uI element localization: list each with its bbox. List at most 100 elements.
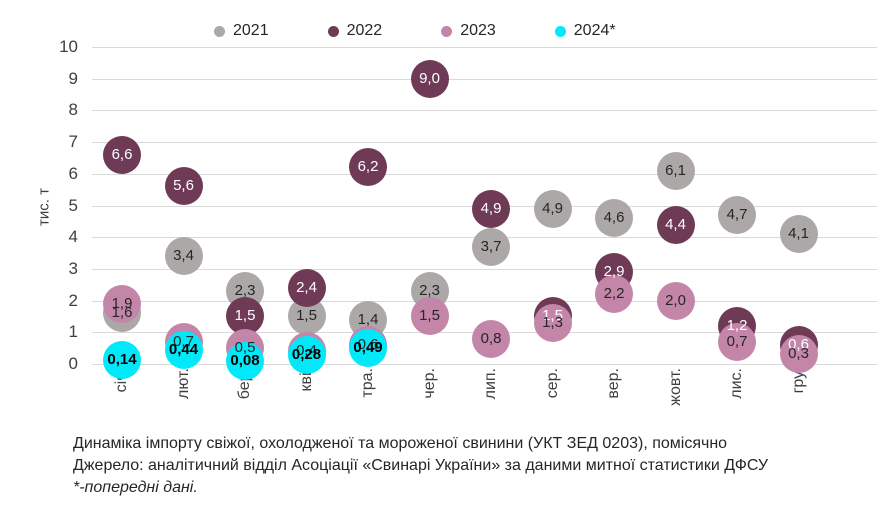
- x-tick-label: чер.: [420, 368, 438, 399]
- bubble-2022-m7: [472, 189, 510, 228]
- legend-marker-2021-icon: [214, 25, 225, 37]
- bubble-label-2021-m10: 6,1: [665, 161, 686, 179]
- x-tick-label: лис.: [728, 368, 745, 399]
- bubble-label-2023-m11: 0,7: [726, 332, 748, 350]
- x-tick-label: сер.: [543, 368, 561, 399]
- gridline: [92, 173, 877, 175]
- bubble-2024-m4: [287, 336, 326, 375]
- legend-item-2023: 2023: [441, 23, 496, 39]
- bubble-label-2023-m9: 2,2: [603, 285, 625, 303]
- bubble-2024-m1: [103, 340, 141, 379]
- bubble-label-2023-m5: 0,6: [357, 335, 379, 353]
- gridline: [92, 142, 877, 144]
- legend-label-2021: 2021: [233, 22, 269, 39]
- bubble-label-2023-m8: 1,3: [542, 313, 563, 331]
- legend-marker-2024-icon: [554, 25, 566, 37]
- bubble-label-2024-m5: 0,49: [353, 339, 383, 357]
- bubble-label-2021-m6: 2,3: [419, 282, 440, 300]
- caption-title: Динаміка імпорту свіжої, охолодженої та …: [73, 435, 728, 452]
- bubble-2023-m9: [595, 275, 633, 314]
- gridline: [92, 110, 877, 112]
- legend-marker-2022-icon: [327, 25, 339, 37]
- y-tick-label: 3: [68, 258, 78, 278]
- bubble-label-2022-m5: 6,2: [357, 158, 379, 176]
- bubble-label-2024-m3: 0,08: [230, 352, 260, 370]
- bubble-label-2023-m6: 1,5: [419, 307, 440, 325]
- bubble-label-2023-m12: 0,3: [788, 345, 809, 363]
- bubble-label-2021-m12: 4,1: [788, 225, 809, 243]
- bubble-label-2022-m1: 6,6: [111, 145, 133, 163]
- bubble-2021-m8: [533, 189, 572, 228]
- bubble-2021-m11: [718, 196, 756, 234]
- x-tick-label: вер.: [605, 368, 622, 399]
- bubble-label-2024-m2: 0,44: [168, 341, 199, 359]
- bubble-label-2022-m2: 5,6: [173, 177, 194, 195]
- bubble-label-2021-m7: 3,7: [480, 237, 502, 255]
- y-tick-label: 6: [68, 163, 78, 183]
- bubble-label-2021-m1: 1,6: [111, 304, 133, 322]
- legend-item-2022: 2022: [327, 22, 383, 39]
- bubble-label-2023-m1: 1,9: [111, 294, 133, 312]
- x-tick-label: жовт.: [666, 368, 684, 406]
- bubble-2023-m7: [472, 319, 510, 358]
- bubble-label-2021-m4: 1,5: [296, 307, 317, 325]
- bubble-2023-m1: [103, 284, 141, 323]
- legend-label-2023: 2023: [460, 22, 496, 39]
- bubble-2021-m12: [779, 215, 818, 254]
- bubble-label-2023-m10: 2,0: [665, 291, 686, 309]
- bubble-2022-m3: [226, 297, 264, 336]
- bubble-2023-m6: [410, 297, 449, 336]
- bubble-label-2023-m3: 0,5: [234, 339, 256, 357]
- bubble-2021-m7: [472, 227, 510, 266]
- y-tick-label: 5: [68, 195, 78, 215]
- bubble-2024-m2: [164, 331, 203, 370]
- y-tick-label: 8: [68, 100, 78, 120]
- bubble-2023-m10: [656, 281, 695, 320]
- x-tick-label: лип.: [482, 368, 499, 400]
- bubble-label-2022-m4: 2,4: [296, 278, 317, 296]
- bubble-2021-m9: [595, 199, 633, 238]
- caption-note: *-попередні дані.: [73, 479, 198, 496]
- y-tick-label: 2: [68, 290, 78, 310]
- bubble-2023-m8: [533, 303, 572, 342]
- bubble-label-2022-m8: 1,5: [542, 307, 563, 325]
- gridline: [92, 300, 877, 302]
- bubble-2022-m6: [410, 59, 449, 98]
- legend-label-2022: 2022: [346, 22, 383, 39]
- bubble-2021-m10: [656, 151, 695, 190]
- bubble-label-2022-m7: 4,9: [480, 199, 502, 217]
- bubble-2022-m10: [656, 205, 695, 244]
- legend-label-2024: 2024*: [573, 22, 616, 39]
- chart-caption: Динаміка імпорту свіжої, охолодженої та …: [73, 433, 768, 499]
- bubble-2024-m3: [226, 342, 264, 381]
- bubble-label-2021-m3: 2,3: [234, 282, 256, 300]
- bubble-2022-m2: [164, 167, 203, 206]
- bubble-2023-m12: [779, 335, 818, 374]
- bubble-label-2022-m12: 0,6: [788, 335, 809, 353]
- bubble-label-2021-m2: 3,4: [173, 247, 194, 265]
- bubble-label-2024-m1: 0,14: [107, 350, 137, 368]
- y-tick-label: 9: [68, 68, 78, 88]
- bubble-2022-m5: [349, 148, 387, 187]
- legend-marker-2023-icon: [441, 25, 453, 37]
- bubble-label-2023-m2: 0,7: [173, 332, 194, 350]
- bubble-label-2021-m8: 4,9: [542, 199, 563, 217]
- bubble-label-2022-m11: 1,2: [726, 316, 748, 334]
- bubble-label-2024-m4: 0,28: [291, 346, 322, 364]
- caption-source: Джерело: аналітичний відділ Асоціації «С…: [73, 457, 769, 474]
- bubble-label-2022-m10: 4,4: [665, 215, 686, 233]
- chart-legend: 2021 2022 2023 2024*: [214, 23, 616, 39]
- x-tick-label: лют.: [174, 368, 192, 399]
- bubble-2022-m4: [287, 268, 326, 307]
- bubble-label-2022-m9: 2,9: [603, 263, 625, 281]
- bubble-label-2022-m3: 1,5: [234, 307, 256, 325]
- legend-item-2024: 2024*: [554, 22, 616, 39]
- bubble-2022-m1: [103, 135, 141, 174]
- bubble-label-2023-m7: 0,8: [480, 329, 502, 347]
- bubble-label-2021-m9: 4,6: [603, 209, 625, 227]
- gridline: [92, 364, 877, 365]
- bubble-2021-m2: [164, 237, 203, 276]
- y-tick-label: 7: [68, 132, 78, 152]
- bubble-label-2022-m6: 9,0: [419, 69, 440, 87]
